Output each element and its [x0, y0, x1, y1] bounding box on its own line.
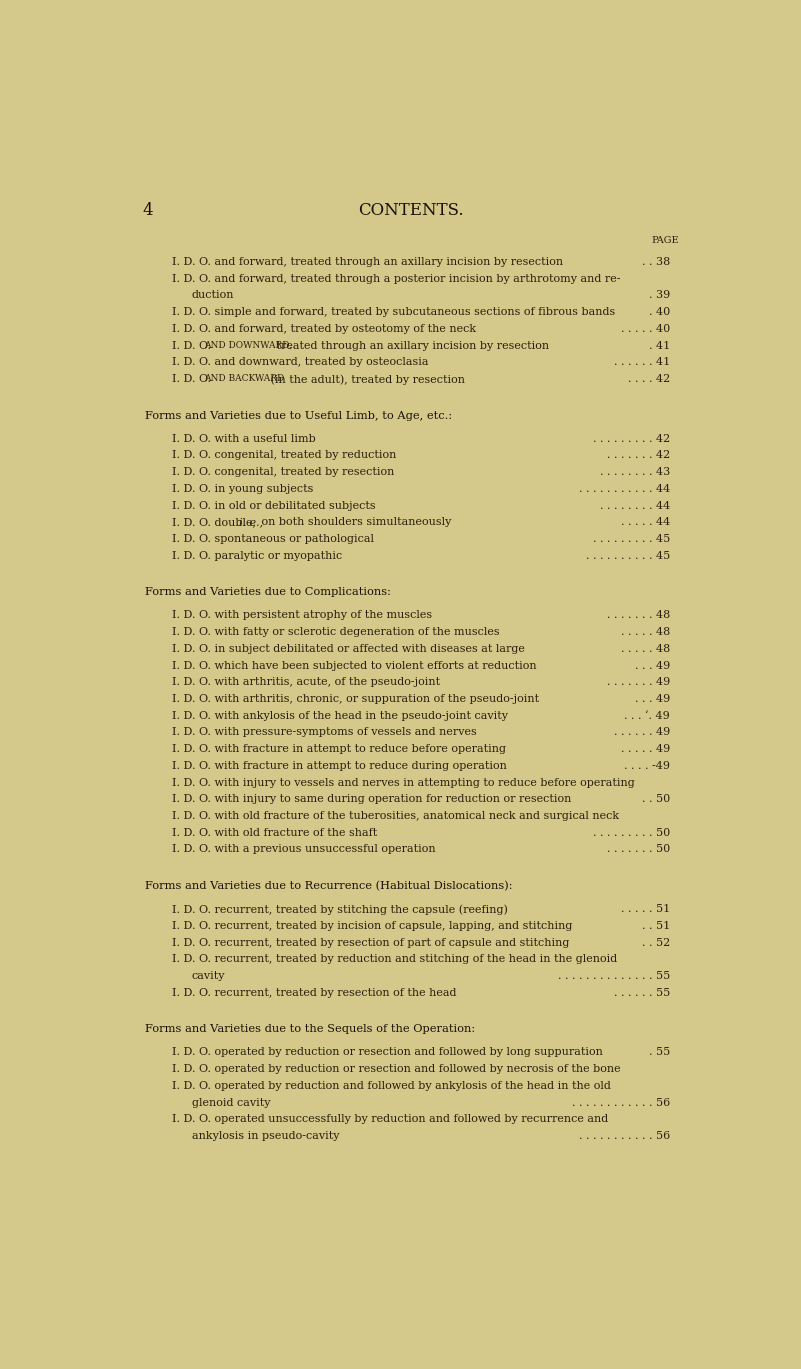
Text: . . . . . . . . . . . . 56: . . . . . . . . . . . . 56 [572, 1098, 670, 1108]
Text: . . . . . 48: . . . . . 48 [621, 627, 670, 637]
Text: I. D. O. and forward, treated by osteotomy of the neck: I. D. O. and forward, treated by osteoto… [171, 324, 476, 334]
Text: 4: 4 [143, 203, 153, 219]
Text: Forms and Varieties due to Complications:: Forms and Varieties due to Complications… [145, 587, 391, 597]
Text: ankylosis in pseudo-cavity: ankylosis in pseudo-cavity [192, 1131, 340, 1140]
Text: . . . . -49: . . . . -49 [624, 761, 670, 771]
Text: I. D. O. with ankylosis of the head in the pseudo-joint cavity: I. D. O. with ankylosis of the head in t… [171, 711, 508, 720]
Text: I. D. O. spontaneous or pathological: I. D. O. spontaneous or pathological [171, 534, 373, 543]
Text: I. D. O. and forward, treated through a posterior incision by arthrotomy and re-: I. D. O. and forward, treated through a … [171, 274, 620, 283]
Text: . . . 49: . . . 49 [634, 661, 670, 671]
Text: . . . . . . 55: . . . . . . 55 [614, 987, 670, 998]
Text: I. D. O. simple and forward, treated by subcutaneous sections of fibrous bands: I. D. O. simple and forward, treated by … [171, 307, 614, 318]
Text: I. D. O. recurrent, treated by stitching the capsule (reefing): I. D. O. recurrent, treated by stitching… [171, 904, 507, 914]
Text: on both shoulders simultaneously: on both shoulders simultaneously [258, 517, 452, 527]
Text: I. D. O. with arthritis, chronic, or suppuration of the pseudo-joint: I. D. O. with arthritis, chronic, or sup… [171, 694, 538, 704]
Text: . . . . . . . 50: . . . . . . . 50 [606, 845, 670, 854]
Text: . . . . . . . . . . 45: . . . . . . . . . . 45 [586, 550, 670, 561]
Text: I. D. O. double,: I. D. O. double, [171, 517, 259, 527]
Text: I. D. O. with old fracture of the tuberosities, anatomical neck and surgical nec: I. D. O. with old fracture of the tubero… [171, 810, 618, 821]
Text: . . . . . . . 48: . . . . . . . 48 [606, 611, 670, 620]
Text: . . . . . . . . 43: . . . . . . . . 43 [600, 467, 670, 478]
Text: . 41: . 41 [649, 341, 670, 350]
Text: I. D. O. operated by reduction or resection and followed by necrosis of the bone: I. D. O. operated by reduction or resect… [171, 1064, 620, 1075]
Text: . . . . . . . . . 45: . . . . . . . . . 45 [593, 534, 670, 543]
Text: I. D. O. in young subjects: I. D. O. in young subjects [171, 483, 313, 494]
Text: I. D. O. and forward, treated through an axillary incision by resection: I. D. O. and forward, treated through an… [171, 257, 562, 267]
Text: . . . . 42: . . . . 42 [628, 374, 670, 383]
Text: I. D. O. in subject debilitated or affected with diseases at large: I. D. O. in subject debilitated or affec… [171, 643, 525, 654]
Text: glenoid cavity: glenoid cavity [192, 1098, 271, 1108]
Text: . . . . . 51: . . . . . 51 [621, 904, 670, 914]
Text: . . . . . . . . . . . 56: . . . . . . . . . . . 56 [579, 1131, 670, 1140]
Text: . . . ‘. 49: . . . ‘. 49 [624, 711, 670, 720]
Text: . 55: . 55 [649, 1047, 670, 1057]
Text: I. D. O. recurrent, treated by resection of the head: I. D. O. recurrent, treated by resection… [171, 987, 456, 998]
Text: I. D. O. recurrent, treated by reduction and stitching of the head in the glenoi: I. D. O. recurrent, treated by reduction… [171, 954, 617, 964]
Text: . . . . . . . . . . . . . . 55: . . . . . . . . . . . . . . 55 [557, 971, 670, 982]
Text: I. D. O. operated by reduction and followed by ankylosis of the head in the old: I. D. O. operated by reduction and follo… [171, 1080, 610, 1091]
Text: . . 38: . . 38 [642, 257, 670, 267]
Text: I. D. O. recurrent, treated by incision of capsule, lapping, and stitching: I. D. O. recurrent, treated by incision … [171, 921, 572, 931]
Text: I. D. O. with a previous unsuccessful operation: I. D. O. with a previous unsuccessful op… [171, 845, 435, 854]
Text: . . . . . 49: . . . . . 49 [621, 745, 670, 754]
Text: Forms and Varieties due to the Sequels of the Operation:: Forms and Varieties due to the Sequels o… [145, 1024, 475, 1035]
Text: Forms and Varieties due to Useful Limb, to Age, etc.:: Forms and Varieties due to Useful Limb, … [145, 411, 452, 420]
Text: I. D. O. with persistent atrophy of the muscles: I. D. O. with persistent atrophy of the … [171, 611, 432, 620]
Text: I. D. O. paralytic or myopathic: I. D. O. paralytic or myopathic [171, 550, 342, 561]
Text: . . 51: . . 51 [642, 921, 670, 931]
Text: . . . . . . . . . . . 44: . . . . . . . . . . . 44 [579, 483, 670, 494]
Text: . . . . . . 41: . . . . . . 41 [614, 357, 670, 367]
Text: . 39: . 39 [649, 290, 670, 300]
Text: duction: duction [192, 290, 235, 300]
Text: . . . . . . . . . 42: . . . . . . . . . 42 [593, 434, 670, 444]
Text: (in the adult), treated by resection: (in the adult), treated by resection [267, 374, 465, 385]
Text: I. D. O.: I. D. O. [171, 374, 214, 383]
Text: I. D. O. with fatty or sclerotic degeneration of the muscles: I. D. O. with fatty or sclerotic degener… [171, 627, 499, 637]
Text: I. D. O. with fracture in attempt to reduce during operation: I. D. O. with fracture in attempt to red… [171, 761, 506, 771]
Text: . . . . . 40: . . . . . 40 [621, 324, 670, 334]
Text: I. D. O. operated by reduction or resection and followed by long suppuration: I. D. O. operated by reduction or resect… [171, 1047, 602, 1057]
Text: cavity: cavity [192, 971, 226, 982]
Text: . . . . . . . . 44: . . . . . . . . 44 [600, 501, 670, 511]
Text: I. D. O.: I. D. O. [171, 341, 214, 350]
Text: . . . . . 48: . . . . . 48 [621, 643, 670, 654]
Text: I. D. O. in old or debilitated subjects: I. D. O. in old or debilitated subjects [171, 501, 375, 511]
Text: I. D. O. with old fracture of the shaft: I. D. O. with old fracture of the shaft [171, 828, 376, 838]
Text: I. D. O. operated unsuccessfully by reduction and followed by recurrence and: I. D. O. operated unsuccessfully by redu… [171, 1114, 608, 1124]
Text: . . . . . . . 42: . . . . . . . 42 [606, 450, 670, 460]
Text: . 40: . 40 [649, 307, 670, 318]
Text: I. D. O. with arthritis, acute, of the pseudo-joint: I. D. O. with arthritis, acute, of the p… [171, 678, 440, 687]
Text: I. D. O. with a useful limb: I. D. O. with a useful limb [171, 434, 316, 444]
Text: I. D. O. recurrent, treated by resection of part of capsule and stitching: I. D. O. recurrent, treated by resection… [171, 938, 569, 947]
Text: I. D. O. congenital, treated by reduction: I. D. O. congenital, treated by reductio… [171, 450, 396, 460]
Text: I. D. O. with injury to same during operation for reduction or resection: I. D. O. with injury to same during oper… [171, 794, 571, 804]
Text: . . 52: . . 52 [642, 938, 670, 947]
Text: Forms and Varieties due to Recurrence (Habitual Dislocations):: Forms and Varieties due to Recurrence (H… [145, 882, 513, 891]
Text: I. D. O. with pressure-symptoms of vessels and nerves: I. D. O. with pressure-symptoms of vesse… [171, 727, 477, 738]
Text: I. D. O. congenital, treated by resection: I. D. O. congenital, treated by resectio… [171, 467, 394, 478]
Text: treated through an axillary incision by resection: treated through an axillary incision by … [272, 341, 549, 350]
Text: . . . . . 44: . . . . . 44 [621, 517, 670, 527]
Text: . . . . . . . 49: . . . . . . . 49 [606, 678, 670, 687]
Text: I. D. O. with injury to vessels and nerves in attempting to reduce before operat: I. D. O. with injury to vessels and nerv… [171, 778, 634, 787]
Text: . . . . . . . . . 50: . . . . . . . . . 50 [593, 828, 670, 838]
Text: AND DOWNWARD,: AND DOWNWARD, [204, 341, 292, 349]
Text: i. e.,: i. e., [239, 517, 264, 527]
Text: I. D. O. and downward, treated by osteoclasia: I. D. O. and downward, treated by osteoc… [171, 357, 428, 367]
Text: . . 50: . . 50 [642, 794, 670, 804]
Text: AND BACKWARD: AND BACKWARD [204, 374, 284, 383]
Text: I. D. O. which have been subjected to violent efforts at reduction: I. D. O. which have been subjected to vi… [171, 661, 536, 671]
Text: PAGE: PAGE [651, 235, 678, 245]
Text: I. D. O. with fracture in attempt to reduce before operating: I. D. O. with fracture in attempt to red… [171, 745, 505, 754]
Text: CONTENTS.: CONTENTS. [358, 203, 463, 219]
Text: . . . . . . 49: . . . . . . 49 [614, 727, 670, 738]
Text: . . . 49: . . . 49 [634, 694, 670, 704]
